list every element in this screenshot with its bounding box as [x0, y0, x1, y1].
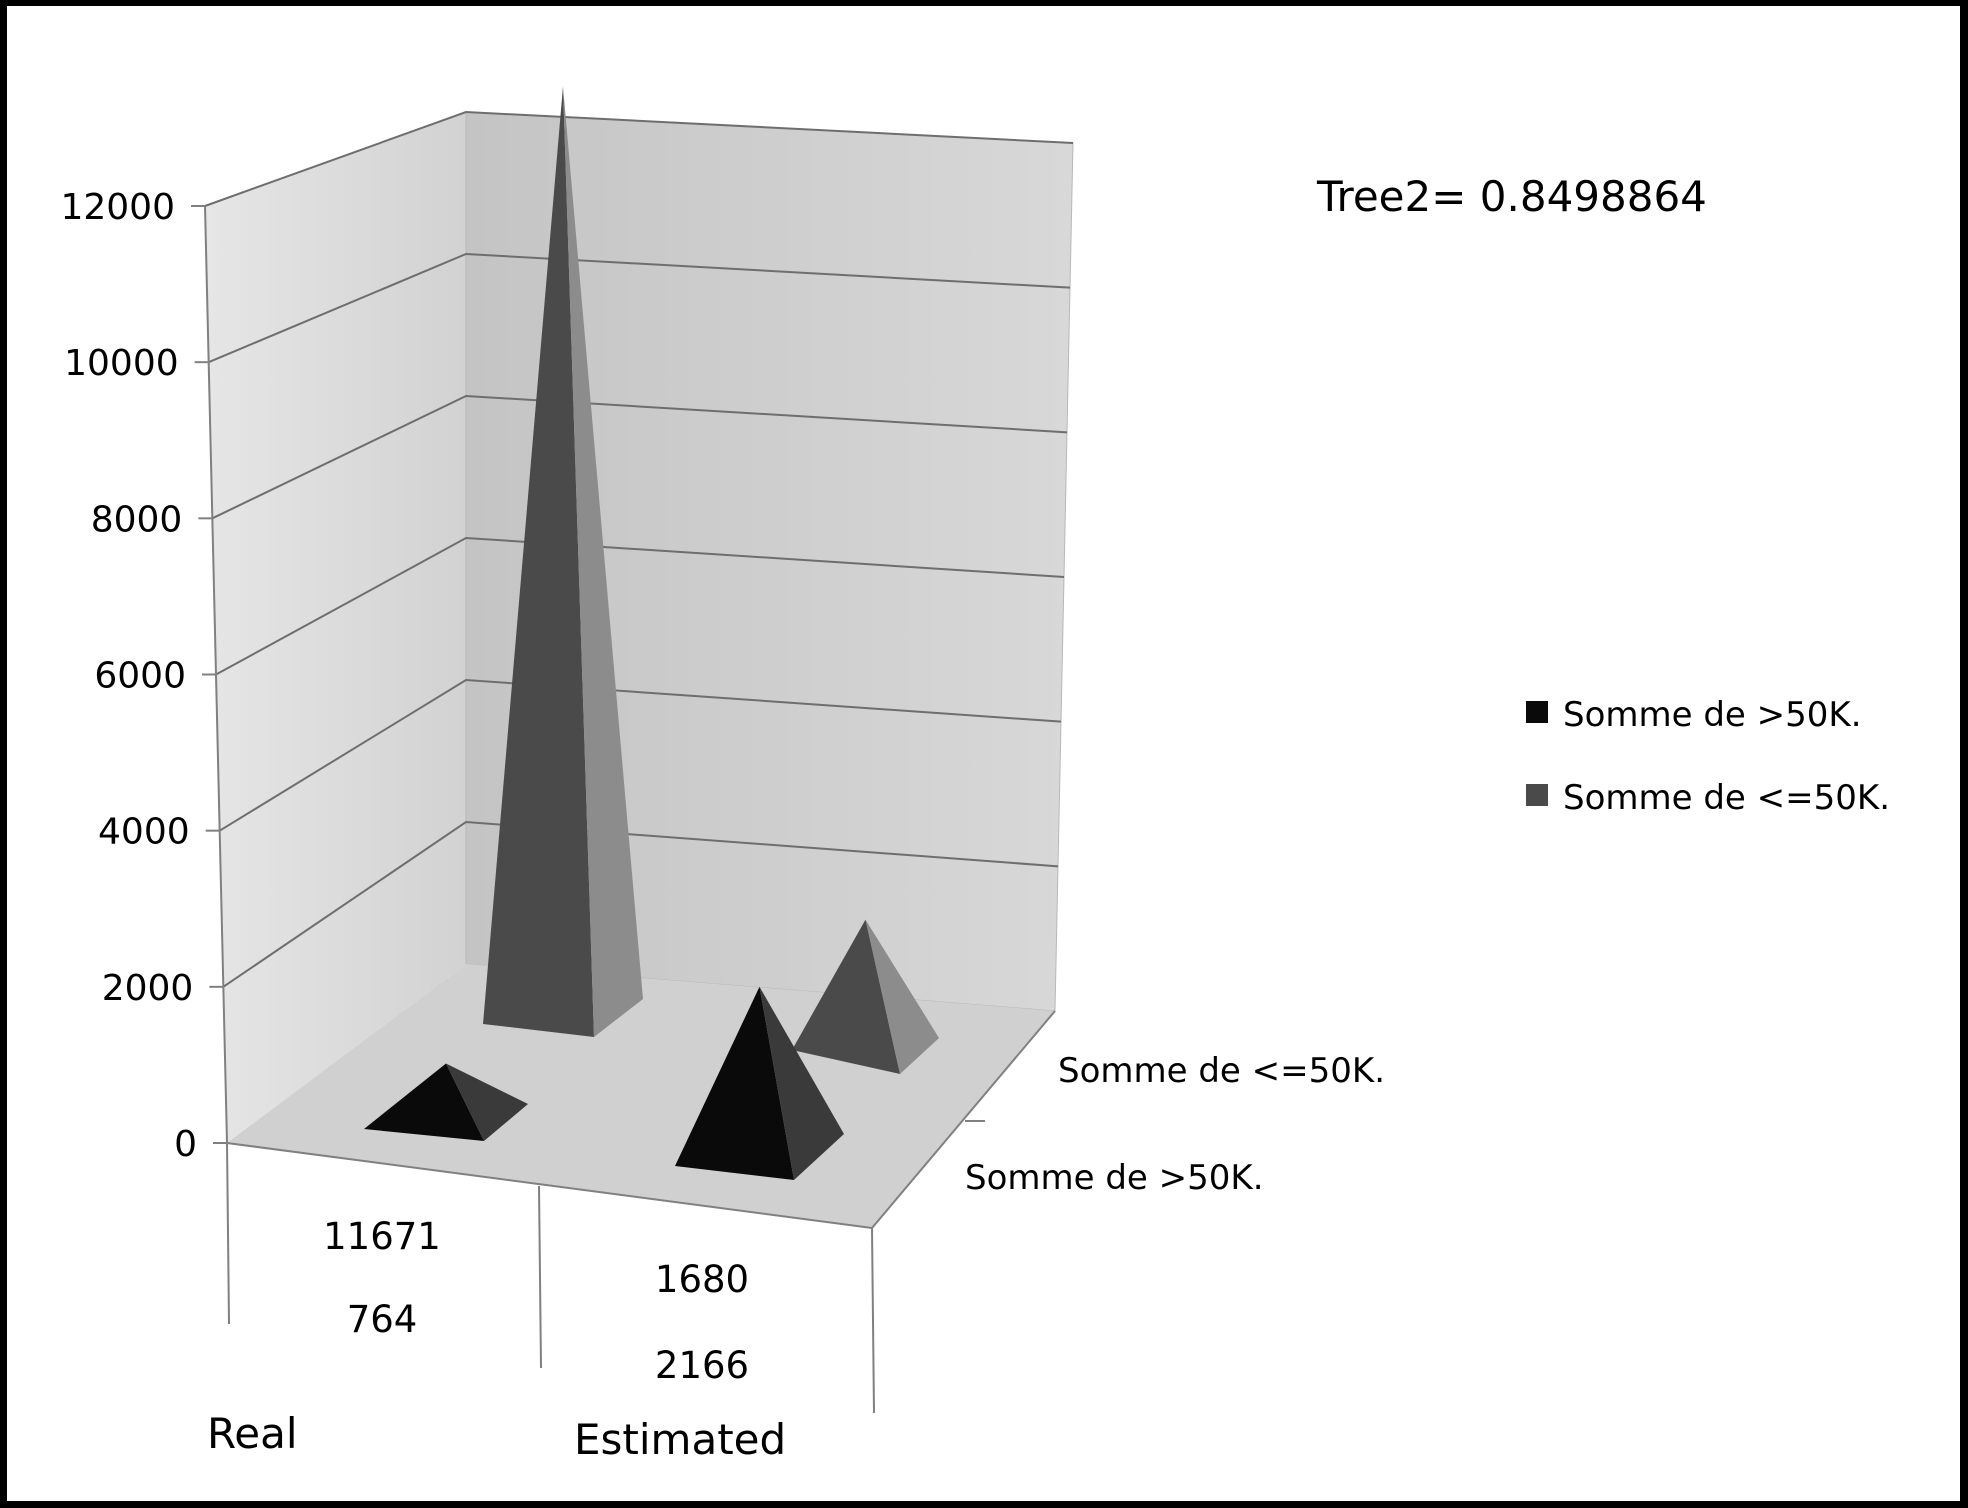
gridline-2000 — [222, 820, 1059, 988]
gridline-6000 — [215, 536, 1065, 676]
y-tick-label-10000: 10000 — [64, 343, 179, 384]
pyramid-front-face — [483, 86, 594, 1037]
chart-svg: 0 2000 4000 6000 8000 10000 12000 Real Estimat… — [60, 86, 1890, 1464]
pyramid-side-face — [759, 986, 844, 1180]
pyramid-gt50k-estimated — [675, 986, 844, 1180]
pyramid-front-face — [364, 1063, 484, 1141]
legend-swatch-gt50k — [1526, 701, 1548, 723]
depth-axis-line — [871, 1010, 1056, 1229]
y-tick-label-6000: 6000 — [94, 656, 186, 697]
data-label-real-gt50k: 764 — [347, 1298, 418, 1341]
data-label-real-le50k: 11671 — [323, 1215, 441, 1258]
legend-swatch-le50k — [1526, 784, 1548, 806]
y-tick-label-8000: 8000 — [91, 499, 183, 540]
legend-label-le50k: Somme de <=50K. — [1563, 778, 1890, 818]
data-label-estimated-gt50k: 2166 — [655, 1344, 749, 1387]
pyramid-le50k-estimated — [792, 919, 939, 1074]
pyramid-side-face — [865, 919, 939, 1074]
gridline-12000 — [204, 110, 1074, 207]
gridline-4000 — [219, 678, 1062, 832]
gridline-10000 — [208, 252, 1071, 364]
pyramids — [364, 86, 939, 1180]
y-tick-label-4000: 4000 — [98, 812, 190, 853]
depth-label-gt50k: Somme de >50K. — [965, 1158, 1264, 1198]
pyramid-gt50k-real — [364, 1063, 528, 1141]
legend: Somme de >50K. Somme de <=50K. — [1526, 695, 1890, 818]
pyramid-front-face — [675, 986, 794, 1180]
chart-frame: 0 2000 4000 6000 8000 10000 12000 Real Estimat… — [7, 6, 1960, 1501]
tree2-annotation: Tree2= 0.8498864 — [1316, 172, 1707, 221]
data-label-estimated-le50k: 1680 — [655, 1258, 749, 1301]
legend-label-gt50k: Somme de >50K. — [1563, 695, 1862, 735]
pyramid-side-face — [446, 1063, 528, 1141]
y-tick-label-12000: 12000 — [60, 187, 175, 228]
x-axis-line — [226, 1142, 873, 1229]
y-tick-label-2000: 2000 — [102, 968, 194, 1009]
pyramid-le50k-real — [483, 86, 643, 1037]
category-tick-left — [226, 1142, 230, 1325]
pyramid-front-face — [792, 919, 900, 1074]
depth-label-le50k: Somme de <=50K. — [1058, 1051, 1385, 1091]
y-ticks: 0 2000 4000 6000 8000 10000 12000 — [60, 187, 227, 1165]
gridline-8000 — [211, 394, 1068, 520]
pyramid-side-face — [563, 86, 643, 1037]
category-tick-middle — [538, 1185, 542, 1369]
category-label-real: Real — [207, 1409, 298, 1458]
y-tick-label-0: 0 — [174, 1124, 197, 1165]
category-tick-right — [871, 1227, 875, 1414]
category-label-estimated: Estimated — [574, 1415, 786, 1464]
grid-lines — [204, 110, 1074, 988]
side-wall — [205, 112, 466, 1143]
